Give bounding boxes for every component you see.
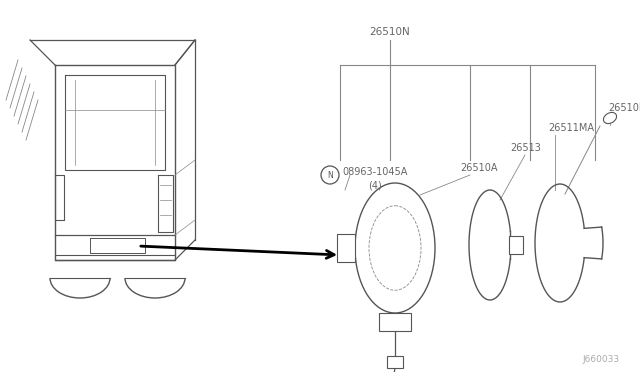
- Text: 08963-1045A: 08963-1045A: [342, 167, 408, 177]
- Text: 26513: 26513: [510, 143, 541, 153]
- Text: J660033: J660033: [583, 356, 620, 365]
- FancyBboxPatch shape: [509, 236, 523, 254]
- Ellipse shape: [604, 112, 616, 124]
- Text: 26510N: 26510N: [370, 27, 410, 37]
- Text: 26510B: 26510B: [608, 103, 640, 113]
- Text: 26511MA: 26511MA: [548, 123, 594, 133]
- Ellipse shape: [355, 183, 435, 313]
- Text: 26510A: 26510A: [460, 163, 497, 173]
- Text: N: N: [327, 170, 333, 180]
- Ellipse shape: [369, 206, 421, 290]
- FancyBboxPatch shape: [387, 356, 403, 368]
- FancyBboxPatch shape: [379, 313, 411, 331]
- FancyBboxPatch shape: [337, 234, 355, 262]
- Circle shape: [321, 166, 339, 184]
- Text: (4): (4): [368, 181, 382, 191]
